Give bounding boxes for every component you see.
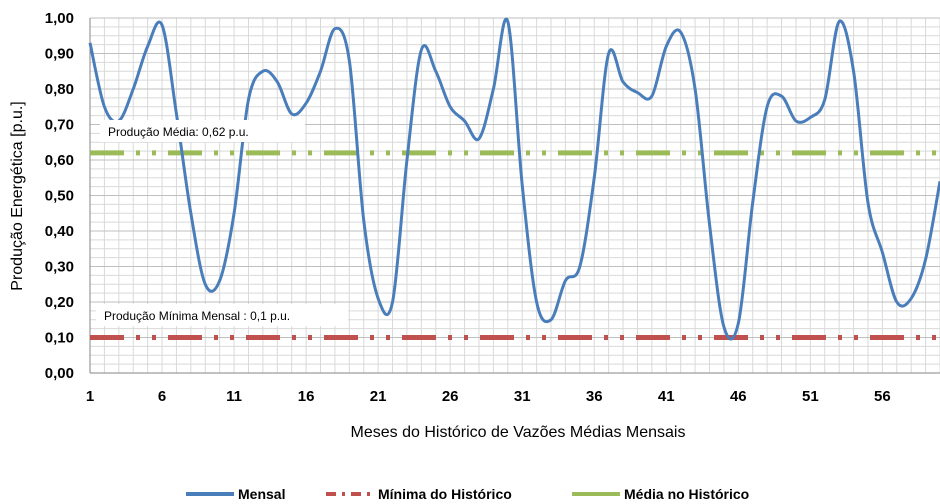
legend-label-media: Média no Histórico <box>624 486 749 502</box>
x-tick-label: 46 <box>730 388 747 405</box>
series-line-mensal <box>88 17 940 341</box>
y-tick-label: 0,10 <box>45 330 74 347</box>
x-tick-label: 51 <box>802 388 819 405</box>
y-tick-label: 0,90 <box>45 46 74 63</box>
y-axis-title: Produção Energética [p.u.] <box>9 101 26 290</box>
annotation-media: Produção Média: 0,62 p.u. <box>108 125 249 139</box>
x-tick-label: 26 <box>442 388 459 405</box>
x-tick-label: 56 <box>874 388 891 405</box>
y-axis-ticks: 0,00 0,10 0,20 0,30 0,40 0,50 0,60 0,70 0,80 0,90… <box>45 10 74 382</box>
y-tick-label: 0,70 <box>45 117 74 134</box>
x-tick-label: 36 <box>586 388 603 405</box>
x-axis-ticks: 1 6 11 16 21 26 31 36 41 46 51 56 <box>86 388 891 405</box>
x-tick-label: 21 <box>370 388 387 405</box>
y-tick-label: 0,40 <box>45 223 74 240</box>
annotation-box-media <box>100 120 305 142</box>
y-tick-label: 0,20 <box>45 294 74 311</box>
y-tick-label: 0,30 <box>45 259 74 276</box>
y-tick-label: 0,80 <box>45 81 74 98</box>
legend: Mensal Mínima do Histórico Média no Hist… <box>186 486 749 502</box>
x-tick-label: 31 <box>514 388 531 405</box>
x-axis-title: Meses do Histórico de Vazões Médias Mens… <box>351 424 686 441</box>
annotation-minima: Produção Mínima Mensal : 0,1 p.u. <box>104 309 290 323</box>
y-tick-label: 0,50 <box>45 188 74 205</box>
x-tick-label: 41 <box>658 388 675 405</box>
x-tick-label: 6 <box>158 388 166 405</box>
y-tick-label: 1,00 <box>45 10 74 27</box>
x-tick-label: 11 <box>226 388 242 405</box>
y-tick-label: 0,60 <box>45 152 74 169</box>
x-tick-label: 1 <box>86 388 94 405</box>
reference-lines <box>90 150 940 340</box>
annotation-box-minima <box>96 304 348 326</box>
legend-label-mensal: Mensal <box>238 486 285 502</box>
y-tick-label: 0,00 <box>45 365 74 382</box>
x-tick-label: 16 <box>298 388 315 405</box>
chart-grid <box>89 17 940 374</box>
annotations: Produção Média: 0,62 p.u. Produção Mínim… <box>96 120 348 326</box>
legend-label-minima: Mínima do Histórico <box>378 486 512 502</box>
